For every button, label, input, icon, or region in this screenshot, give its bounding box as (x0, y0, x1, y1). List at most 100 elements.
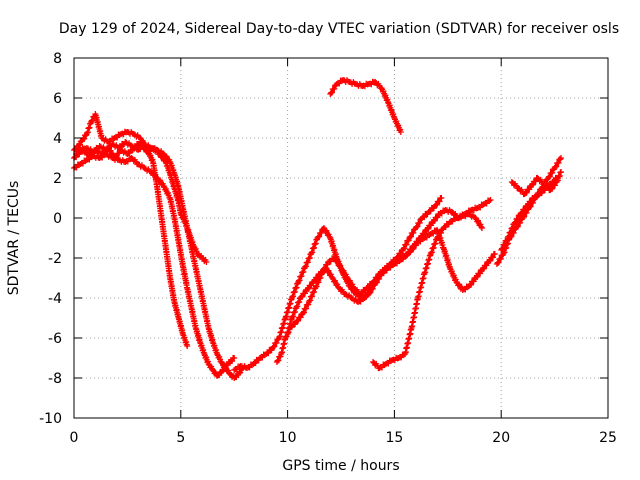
data-marker (183, 341, 190, 348)
data-marker (480, 265, 487, 272)
data-marker (487, 257, 494, 264)
data-marker (467, 281, 474, 288)
data-marker (166, 169, 173, 176)
data-marker (371, 281, 378, 288)
data-marker (553, 163, 560, 170)
data-marker (268, 347, 275, 354)
data-marker (312, 277, 319, 284)
data-marker (546, 173, 553, 180)
data-marker (149, 156, 156, 163)
data-marker (196, 282, 203, 289)
data-point (370, 359, 377, 365)
x-tick-label: 15 (385, 430, 403, 446)
data-marker (438, 229, 445, 236)
data-marker (366, 290, 373, 297)
data-marker (192, 322, 199, 329)
data-marker (490, 251, 497, 258)
data-marker (288, 296, 295, 303)
series-arc-j (493, 155, 565, 267)
data-marker (220, 367, 227, 374)
data-marker (483, 262, 490, 269)
data-marker (382, 266, 389, 273)
data-marker (177, 209, 184, 216)
data-marker (301, 290, 308, 297)
data-marker (501, 241, 508, 248)
data-marker (521, 213, 528, 220)
data-marker (410, 229, 417, 236)
data-marker (185, 229, 192, 236)
data-marker (392, 257, 399, 264)
data-marker (430, 205, 437, 212)
data-marker (331, 85, 338, 92)
data-marker (425, 225, 432, 232)
data-marker (512, 219, 519, 226)
data-marker (557, 169, 564, 176)
data-marker (489, 254, 496, 261)
data-marker (452, 276, 459, 283)
y-tick-label: -6 (48, 331, 62, 347)
data-marker (407, 233, 414, 240)
data-marker (442, 224, 449, 231)
data-marker (273, 339, 280, 346)
data-marker (525, 201, 532, 208)
data-marker (198, 252, 205, 259)
data-marker (294, 317, 301, 324)
data-marker (87, 120, 94, 127)
data-marker (404, 252, 411, 259)
data-marker (277, 353, 284, 360)
data-layer (71, 77, 565, 381)
data-marker (76, 141, 83, 148)
data-marker (403, 241, 410, 248)
data-marker (428, 222, 435, 229)
series-arc-b (71, 151, 238, 379)
data-marker (216, 372, 223, 379)
x-tick-label: 5 (176, 430, 185, 446)
data-marker (179, 329, 186, 336)
data-marker (407, 249, 414, 256)
data-marker (305, 301, 312, 308)
data-marker (437, 195, 444, 202)
data-marker (282, 316, 289, 323)
series-arc-a (71, 139, 246, 381)
data-marker (433, 201, 440, 208)
data-marker (398, 250, 405, 257)
y-tick-label: -8 (48, 371, 62, 387)
data-marker (121, 128, 128, 135)
data-marker (373, 277, 380, 284)
data-marker (463, 210, 470, 217)
data-marker (205, 322, 212, 329)
data-marker (297, 314, 304, 321)
data-marker (434, 214, 441, 221)
data-marker (408, 326, 415, 333)
data-marker (159, 180, 166, 187)
data-marker (188, 302, 195, 309)
data-marker (171, 296, 178, 303)
data-marker (515, 215, 522, 222)
data-marker (414, 296, 421, 303)
data-marker (474, 273, 481, 280)
x-tick-label: 0 (70, 430, 79, 446)
y-tick-label: -4 (48, 291, 62, 307)
data-marker (369, 285, 376, 292)
series-arc-e (231, 197, 494, 373)
x-tick-label: 10 (279, 430, 297, 446)
data-marker (538, 190, 545, 197)
data-marker (523, 189, 530, 196)
data-marker (503, 237, 510, 244)
data-marker (197, 254, 204, 261)
data-marker (549, 185, 556, 192)
data-marker (401, 245, 408, 252)
series-arc-i (370, 210, 485, 372)
data-marker (416, 219, 423, 226)
y-tick-label: -2 (48, 251, 62, 267)
plot-frame (73, 57, 609, 419)
series-arc-h (327, 77, 404, 135)
data-marker (497, 255, 504, 262)
data-marker (190, 241, 197, 248)
data-marker (549, 169, 556, 176)
data-marker (224, 362, 231, 369)
y-tick-label: 8 (53, 51, 62, 67)
y-tick-label: 6 (53, 91, 62, 107)
data-point (508, 179, 515, 185)
